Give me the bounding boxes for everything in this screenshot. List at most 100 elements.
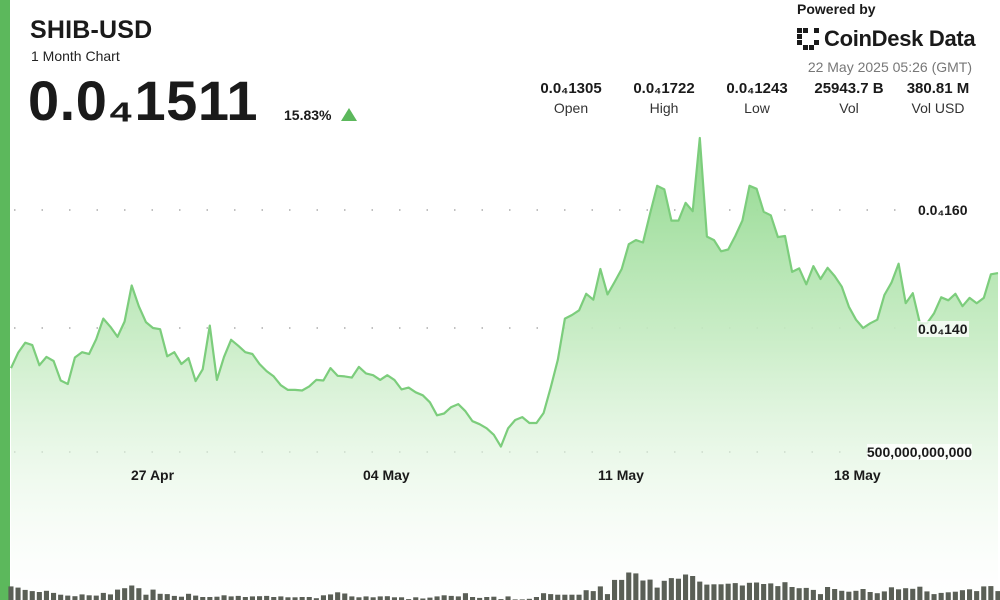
volume-bar bbox=[462, 593, 468, 600]
volume-bar bbox=[626, 572, 632, 600]
volume-bar bbox=[72, 596, 78, 600]
x-tick-label: 18 May bbox=[834, 467, 881, 483]
volume-bar bbox=[36, 592, 42, 600]
volume-bar bbox=[384, 596, 390, 600]
volume-bar bbox=[612, 579, 618, 600]
volume-bar bbox=[888, 587, 894, 600]
volume-bar bbox=[647, 579, 653, 600]
volume-bar bbox=[917, 586, 923, 600]
volume-bar bbox=[604, 594, 610, 600]
chart-period: 1 Month Chart bbox=[31, 48, 120, 64]
volume-bar bbox=[768, 583, 774, 600]
volume-bar bbox=[43, 590, 49, 600]
volume-bar bbox=[505, 596, 511, 600]
volume-bar bbox=[796, 588, 802, 600]
volume-bar bbox=[562, 594, 568, 600]
volume-bar bbox=[86, 595, 92, 600]
timestamp: 22 May 2025 05:26 (GMT) bbox=[807, 59, 972, 75]
brand-logo[interactable]: CoinDesk Data bbox=[797, 25, 976, 53]
volume-bar bbox=[242, 597, 248, 600]
stat-high: 0.0₄1722 High bbox=[625, 80, 703, 116]
volume-bar bbox=[988, 586, 994, 600]
stat-low: 0.0₄1243 Low bbox=[718, 80, 796, 116]
brand-name: CoinDesk Data bbox=[824, 26, 976, 51]
volume-bar bbox=[746, 582, 752, 600]
volume-bar bbox=[704, 584, 710, 600]
volume-bar bbox=[718, 584, 724, 600]
stat-label: High bbox=[649, 100, 679, 116]
volume-bar bbox=[235, 595, 241, 600]
volume-bar bbox=[548, 594, 554, 600]
volume-bar bbox=[583, 590, 589, 600]
volume-bar bbox=[29, 591, 35, 600]
stat-open: 0.0₄1305 Open bbox=[532, 80, 610, 116]
volume-bar bbox=[143, 594, 149, 600]
volume-bar bbox=[228, 596, 234, 600]
volume-bar bbox=[455, 596, 461, 600]
volume-bar bbox=[995, 591, 1000, 600]
volume-bar bbox=[654, 587, 660, 600]
x-tick-label: 04 May bbox=[363, 467, 410, 483]
pair-title: SHIB-USD bbox=[30, 16, 153, 44]
volume-bar bbox=[739, 585, 745, 600]
volume-bar bbox=[470, 597, 476, 600]
volume-bar bbox=[924, 591, 930, 600]
volume-bar bbox=[732, 583, 738, 600]
volume-bar bbox=[193, 595, 199, 600]
volume-bar bbox=[264, 595, 270, 600]
volume-bar bbox=[825, 587, 831, 600]
stat-value: 380.81 M bbox=[906, 80, 970, 97]
stat-value: 25943.7 B bbox=[814, 80, 884, 97]
volume-bar bbox=[15, 587, 21, 600]
stat-vol-usd: 380.81 M Vol USD bbox=[899, 80, 977, 116]
volume-bar bbox=[249, 596, 255, 600]
volume-bar bbox=[775, 586, 781, 600]
volume-bar bbox=[214, 596, 220, 600]
volume-bar bbox=[981, 586, 987, 600]
volume-bar bbox=[278, 596, 284, 600]
volume-bar bbox=[441, 595, 447, 600]
volume-bar bbox=[51, 592, 57, 600]
volume-bar bbox=[938, 592, 944, 600]
volume-bar bbox=[945, 592, 951, 600]
price-change: 15.83% bbox=[284, 107, 332, 123]
volume-bar bbox=[952, 591, 958, 600]
volume-bar bbox=[129, 585, 135, 600]
volume-bar bbox=[434, 596, 440, 600]
volume-bar bbox=[427, 597, 433, 600]
volume-bar bbox=[115, 589, 121, 600]
volume-bar bbox=[157, 593, 163, 600]
y-tick-label: 0.0₄160 bbox=[917, 202, 969, 218]
volume-bar bbox=[810, 589, 816, 600]
volume-bar bbox=[839, 590, 845, 600]
volume-bar bbox=[171, 595, 177, 600]
volume-bar bbox=[399, 597, 405, 600]
x-tick-label: 27 Apr bbox=[131, 467, 175, 483]
volume-bar bbox=[640, 580, 646, 600]
stat-label: Open bbox=[553, 100, 589, 116]
volume-bar bbox=[320, 595, 326, 600]
volume-bar bbox=[711, 584, 717, 600]
volume-bar bbox=[100, 592, 106, 600]
volume-bar bbox=[782, 582, 788, 600]
volume-bar bbox=[221, 595, 227, 600]
volume-bar bbox=[93, 595, 99, 600]
volume-bar bbox=[477, 597, 483, 600]
volume-bar bbox=[761, 584, 767, 600]
volume-bar bbox=[817, 594, 823, 600]
volume-bar bbox=[846, 591, 852, 600]
coindesk-logo-icon bbox=[797, 28, 819, 50]
stat-value: 0.0₄1305 bbox=[540, 80, 602, 97]
volume-bar bbox=[896, 589, 902, 600]
volume-bar bbox=[590, 591, 596, 600]
stat-label: Vol bbox=[839, 100, 859, 116]
volume-bar bbox=[377, 596, 383, 600]
volume-bar bbox=[881, 591, 887, 600]
accent-bar bbox=[0, 0, 10, 600]
volume-bar bbox=[555, 594, 561, 600]
volume-bar bbox=[690, 576, 696, 600]
volume-bar bbox=[491, 596, 497, 600]
volume-bar bbox=[370, 597, 376, 600]
volume-bar bbox=[328, 594, 334, 600]
